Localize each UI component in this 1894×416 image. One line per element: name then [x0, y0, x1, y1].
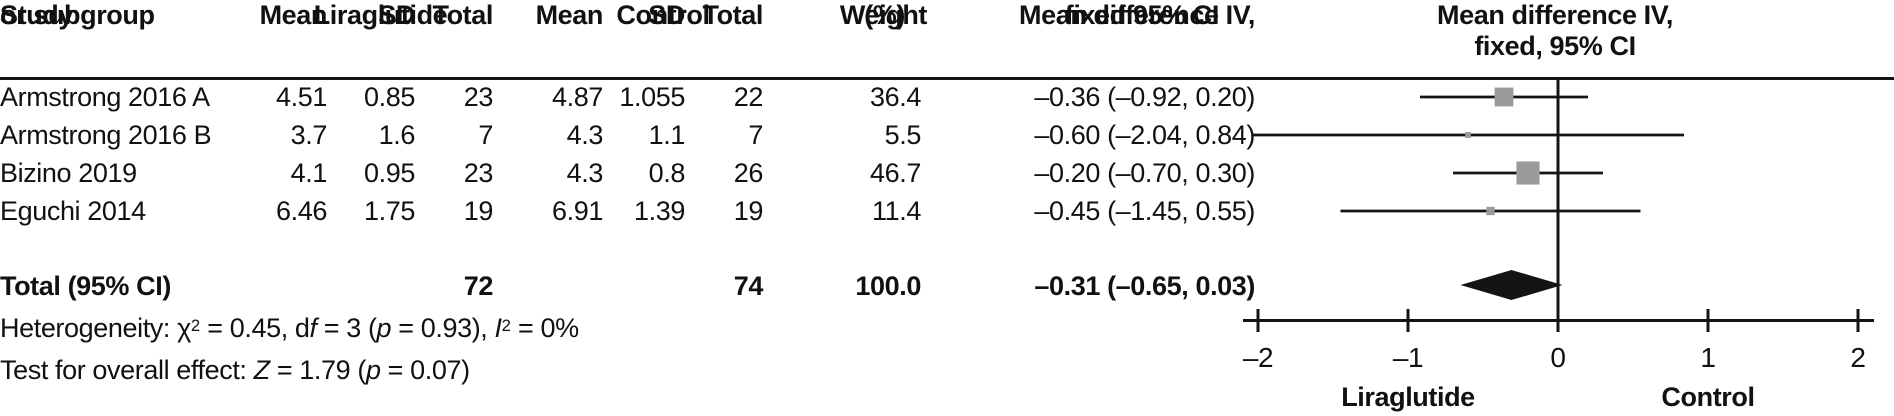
het-suffix: = 0% — [510, 313, 579, 343]
total-weight-pct: 100.0 — [855, 271, 921, 301]
table-header-row-1: Study Liraglutide Control Weight Mean di… — [0, 0, 1255, 30]
lira-sd: 0.95 — [364, 157, 415, 188]
ctrl-total: 22 — [733, 81, 764, 112]
header-md-line2: fixed 95% CI — [1064, 0, 1220, 30]
het-chi2-sup: 2 — [190, 316, 201, 335]
total-label: Total (95% CI) — [0, 271, 171, 301]
het-prefix: Heterogeneity: χ — [0, 313, 191, 343]
het-mid2: = 3 ( — [316, 313, 377, 343]
study-name: Eguchi 2014 — [0, 195, 146, 226]
table-row: Armstrong 2016 B 3.7 1.6 7 4.3 1.1 7 5.5… — [0, 116, 1255, 154]
weight-pct: 36.4 — [870, 81, 921, 112]
study-name: Bizino 2019 — [0, 157, 137, 188]
point-estimate-square — [1494, 87, 1514, 107]
header-group-liraglutide: Liraglutide — [313, 0, 448, 30]
lira-sd: 1.75 — [364, 195, 415, 226]
axis-label-liraglutide: Liraglutide — [1341, 382, 1475, 412]
ctrl-sd: 1.39 — [634, 195, 685, 226]
header-liraglutide-mean: Mean — [259, 0, 328, 30]
point-estimate-square — [1486, 206, 1495, 216]
total-liraglutide-n: 72 — [463, 271, 494, 301]
header-liraglutide-sd: SD — [378, 0, 415, 30]
axis-tick-label: 2 — [1850, 342, 1866, 373]
ctrl-mean: 4.3 — [566, 119, 604, 150]
plot-header: Mean difference IV, fixed, 95% CI — [1335, 0, 1775, 62]
total-md-ci-text: –0.31 (–0.65, 0.03) — [1034, 271, 1255, 301]
study-rows: Armstrong 2016 A 4.51 0.85 23 4.87 1.055… — [0, 78, 1255, 230]
header-study-line1: Study — [0, 0, 74, 30]
het-p-italic: p — [376, 313, 392, 343]
study-name: Armstrong 2016 A — [0, 81, 210, 112]
md-ci-text: –0.60 (–2.04, 0.84) — [1034, 119, 1255, 150]
table-row: Eguchi 2014 6.46 1.75 19 6.91 1.39 19 11… — [0, 192, 1255, 230]
lira-total: 19 — [463, 195, 494, 226]
overall-effect-stats: Test for overall effect: Z = 1.79 (p = 0… — [0, 355, 470, 386]
axis-tick-label: –1 — [1392, 342, 1424, 373]
point-estimate-square — [1516, 161, 1540, 185]
header-control-mean: Mean — [535, 0, 604, 30]
axis-label-control: Control — [1661, 382, 1755, 412]
het-f-italic: f — [309, 313, 318, 343]
plot-header-line2: fixed, 95% CI — [1474, 31, 1636, 61]
header-control-total: Total — [702, 0, 764, 30]
table-row: Bizino 2019 4.1 0.95 23 4.3 0.8 26 46.7 … — [0, 154, 1255, 192]
ctrl-total: 26 — [733, 157, 764, 188]
total-control-n: 74 — [733, 271, 764, 301]
het-i-italic: I — [494, 313, 503, 343]
table-row: Armstrong 2016 A 4.51 0.85 23 4.87 1.055… — [0, 78, 1255, 116]
lira-total: 23 — [463, 81, 494, 112]
ctrl-total: 7 — [748, 119, 763, 150]
plot-header-line1: Mean difference IV, — [1437, 0, 1673, 30]
test-suffix: = 0.07) — [380, 355, 470, 385]
header-study-line2: or subgroup — [0, 0, 155, 30]
ctrl-mean: 4.87 — [552, 81, 603, 112]
test-p-italic: p — [365, 355, 381, 385]
header-weight-line1: Weight — [839, 0, 927, 30]
md-ci-text: –0.20 (–0.70, 0.30) — [1034, 157, 1255, 188]
md-ci-text: –0.36 (–0.92, 0.20) — [1034, 81, 1255, 112]
weight-pct: 46.7 — [870, 157, 921, 188]
lira-sd: 0.85 — [364, 81, 415, 112]
het-i2-sup: 2 — [501, 316, 511, 335]
heterogeneity-stats: Heterogeneity: χ2 = 0.45, df = 3 (p = 0.… — [0, 313, 579, 344]
ctrl-mean: 6.91 — [552, 195, 603, 226]
weight-pct: 11.4 — [872, 195, 921, 226]
header-weight-line2: (%) — [864, 0, 905, 30]
lira-mean: 4.51 — [276, 81, 327, 112]
ctrl-sd: 1.055 — [619, 81, 685, 112]
pooled-diamond — [1460, 270, 1563, 300]
ctrl-sd: 1.1 — [648, 119, 686, 150]
table-header-row-2: or subgroup Mean SD Total Mean SD Total … — [0, 0, 1255, 30]
md-ci-text: –0.45 (–1.45, 0.55) — [1034, 195, 1255, 226]
lira-mean: 4.1 — [290, 157, 328, 188]
ctrl-mean: 4.3 — [566, 157, 604, 188]
het-mid1: = 0.45, d — [200, 313, 310, 343]
het-mid3: = 0.93), — [391, 313, 495, 343]
test-mid: = 1.79 ( — [269, 355, 367, 385]
ctrl-total: 19 — [733, 195, 764, 226]
point-estimate-square — [1465, 132, 1471, 138]
test-prefix: Test for overall effect: — [0, 355, 254, 385]
axis-tick-label: 0 — [1550, 342, 1566, 373]
lira-mean: 3.7 — [290, 119, 328, 150]
lira-total: 7 — [478, 119, 493, 150]
test-z-italic: Z — [253, 355, 270, 385]
study-name: Armstrong 2016 B — [0, 119, 212, 150]
header-group-control: Control — [616, 0, 710, 30]
lira-mean: 6.46 — [276, 195, 327, 226]
header-md-line1: Mean difference IV, — [1019, 0, 1255, 30]
header-control-sd: SD — [648, 0, 685, 30]
total-row: Total (95% CI) 72 74 100.0 –0.31 (–0.65,… — [0, 271, 1255, 301]
axis-tick-label: 1 — [1700, 342, 1716, 373]
lira-sd: 1.6 — [378, 119, 416, 150]
ctrl-sd: 0.8 — [648, 157, 686, 188]
weight-pct: 5.5 — [884, 119, 922, 150]
header-liraglutide-total: Total — [432, 0, 494, 30]
axis-tick-label: –2 — [1242, 342, 1274, 373]
lira-total: 23 — [463, 157, 494, 188]
